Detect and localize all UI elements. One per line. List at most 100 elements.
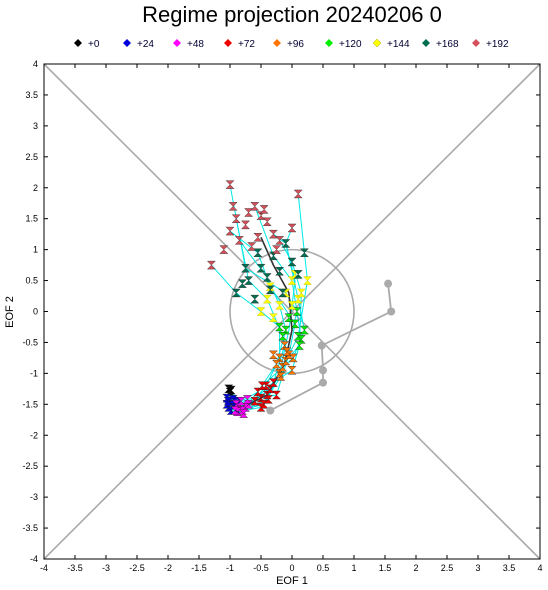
chart-title: Regime projection 20240206 0 [142,2,442,27]
data-point-h168 [299,248,309,257]
legend-marker [472,39,480,47]
legend-marker [273,39,281,47]
data-point-h48 [239,409,249,418]
diagonal-line [43,63,541,560]
x-tick-label: 4 [537,563,542,573]
y-tick-label: -1 [30,368,38,378]
y-tick-label: -3 [30,492,38,502]
data-point-h120 [275,322,285,332]
data-point-h192 [250,202,260,211]
data-point-h168 [265,285,275,295]
analysis-track [266,279,396,415]
data-point-h144 [268,313,278,322]
data-point-h168 [231,288,241,298]
data-point-h96 [276,372,286,381]
x-tick-label: -3.5 [67,563,83,573]
y-tick-label: 3.5 [25,90,38,100]
x-axis-ticks: -4 -3.5 -3 -2.5 -2 -1.5 -1 -0.5 0 0.5 1 1.5 2 2.5 3 3.5… [40,64,543,573]
data-point-h72 [257,381,267,390]
y-tick-label: -4 [30,554,38,564]
data-point-h168 [275,267,285,276]
y-tick-label: 4 [33,59,38,69]
analysis-point [266,406,275,415]
data-point-h192 [259,205,269,214]
data-point-h120 [299,325,309,335]
legend: +0 +24 +48 +72 +96 +120 +144 +168 +192 [74,38,509,50]
legend-marker [74,39,82,47]
data-point-h192 [219,245,229,254]
x-tick-label: 1 [351,563,356,573]
data-point-h144 [303,276,312,285]
x-tick-label: -1 [226,563,234,573]
data-point-h168 [244,276,254,285]
y-axis-label: EOF 2 [4,296,16,328]
data-point-h48 [230,406,240,415]
data-point-h168 [241,263,250,273]
data-point-h192 [225,180,235,189]
data-point-h168 [237,279,247,288]
analysis-point [387,307,396,316]
data-point-h144 [262,294,272,304]
data-points [206,180,312,418]
y-axis-ticks: 4 3.5 3 2.5 2 1.5 1 0.5 0 -0.5 -1 -1.5 -2 -2.5 -3 -3.5 -… [22,59,540,564]
y-tick-label: -1.5 [22,399,38,409]
data-point-h144 [296,288,306,298]
data-point-h192 [241,220,250,230]
data-point-h120 [284,313,294,322]
analysis-line [269,283,393,412]
data-point-h168 [293,270,303,279]
data-point-h72 [272,390,281,400]
x-axis-label: EOF 1 [276,575,308,587]
data-point-h168 [278,288,288,298]
legend-marker [224,39,232,47]
x-tick-label: 1.5 [379,563,392,573]
data-point-h192 [293,189,303,199]
analysis-point [319,378,327,387]
legend-marker [123,39,131,47]
data-point-h192 [228,202,238,211]
data-point-h96 [288,353,298,363]
data-point-h72 [263,395,273,404]
legend-marker [422,39,430,47]
data-point-h192 [253,233,263,242]
y-tick-label: 2 [33,183,38,193]
y-tick-label: 0 [33,307,38,317]
data-point-h96 [272,359,281,369]
legend-label: +96 [287,39,304,50]
x-tick-label: -0.5 [253,563,269,573]
legend-marker [325,39,333,47]
data-point-h168 [256,263,266,273]
data-point-h144 [256,307,266,316]
legend-label: +0 [88,39,100,50]
data-point-h192 [247,242,257,251]
data-point-h120 [294,341,304,350]
data-point-h168 [250,294,260,304]
y-tick-label: -3.5 [22,523,38,533]
data-point-h192 [275,236,285,245]
data-point-h48 [242,395,252,404]
legend-label: +144 [387,39,410,50]
legend-marker [372,38,382,48]
y-tick-label: -0.5 [22,337,38,347]
data-point-h144 [275,301,285,310]
legend-label: +48 [187,39,204,50]
y-tick-label: 1.5 [25,214,38,224]
data-point-h72 [268,378,278,387]
x-tick-label: 0 [289,563,294,573]
data-point-h192 [234,236,244,245]
data-point-h192 [262,217,272,226]
y-tick-label: 0.5 [25,276,38,286]
data-point-h168 [287,257,297,267]
data-point-h120 [278,332,288,341]
x-tick-label: 2 [413,563,418,573]
data-point-h96 [287,366,297,375]
y-tick-label: 2.5 [25,152,38,162]
data-point-h192 [231,214,241,223]
data-point-h192 [287,223,297,233]
legend-label: +120 [339,39,362,50]
x-tick-label: -4 [40,563,48,573]
data-point-h192 [272,245,281,254]
legend-label: +168 [436,39,459,50]
x-tick-label: 3 [475,563,480,573]
x-tick-label: -1.5 [191,563,207,573]
